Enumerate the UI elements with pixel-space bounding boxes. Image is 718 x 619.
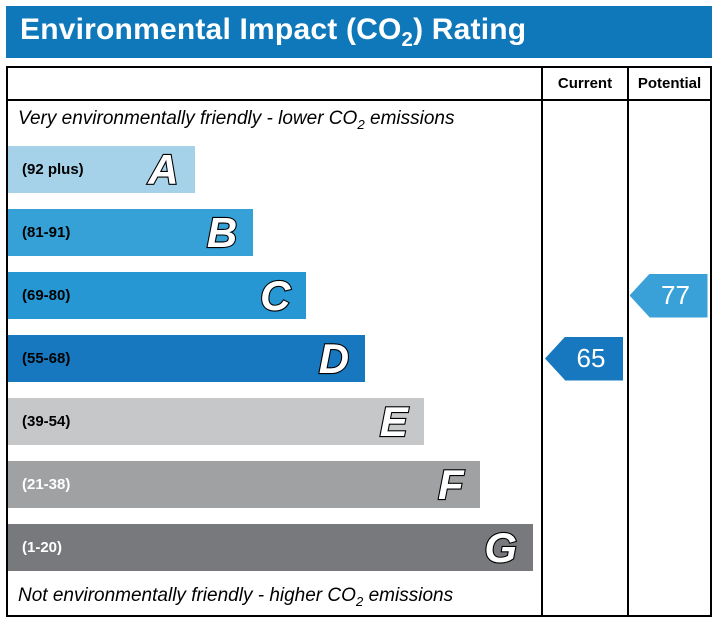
potential-label: Potential [637, 75, 702, 92]
current-column [541, 101, 627, 615]
band-range: (55-68) [22, 350, 71, 367]
co2-rating-chart: Current Potential Very environmentally f… [6, 66, 712, 617]
band-range: (21-38) [22, 476, 71, 493]
band-letter: E [379, 397, 409, 445]
caption-bottom-suffix: emissions [363, 585, 454, 607]
caption-bottom-subscript: 2 [355, 593, 364, 609]
band-row-a: (92 plus) A [8, 138, 541, 201]
page-title-suffix: ) Rating [413, 12, 527, 46]
band-bar: (92 plus) A [8, 146, 195, 193]
band-bar: (81-91) B [8, 208, 254, 256]
band-letter: B [206, 208, 239, 256]
band-letter: F [437, 460, 465, 508]
current-arrow-cell: 65 [541, 327, 627, 390]
current-rating-pointer: 65 [545, 336, 623, 381]
caption-top: Very environmentally friendly - lower CO… [8, 101, 541, 138]
caption-bottom: Not environmentally friendly - higher CO… [8, 579, 541, 615]
band-letter: D [318, 334, 351, 382]
column-header-current: Current [541, 68, 627, 101]
potential-rating-value: 77 [661, 280, 690, 310]
band-range: (39-54) [22, 413, 71, 430]
band-letter: C [259, 271, 292, 319]
band-bar: (55-68) D [8, 334, 366, 382]
band-bar: (21-38) F [8, 461, 480, 508]
band-row-c: (69-80) C [8, 264, 541, 327]
band-bar: (1-20) G [8, 524, 533, 571]
band-bar: (39-54) E [8, 398, 424, 445]
band-row-f: (21-38) F [8, 453, 541, 516]
page-title-text: Environmental Impact (CO [20, 12, 402, 46]
column-header-potential: Potential [627, 68, 710, 101]
band-letter: G [483, 523, 518, 571]
band-range: (81-91) [22, 224, 71, 241]
current-label: Current [557, 75, 613, 92]
band-row-e: (39-54) E [8, 390, 541, 453]
band-range: (69-80) [22, 287, 71, 304]
potential-column [627, 101, 710, 615]
title-bar: Environmental Impact (CO2) Rating [6, 6, 712, 58]
header-spacer [8, 68, 541, 101]
band-letter: A [147, 145, 180, 193]
band-row-g: (1-20) G [8, 516, 541, 579]
potential-arrow-cell: 77 [627, 264, 710, 327]
potential-rating-pointer: 77 [629, 273, 708, 318]
caption-top-suffix: emissions [364, 107, 455, 129]
page-title-subscript: 2 [401, 28, 414, 51]
band-bar: (69-80) C [8, 271, 307, 319]
page-title: Environmental Impact (CO2) Rating [20, 13, 526, 52]
band-row-b: (81-91) B [8, 201, 541, 264]
caption-top-text: Very environmentally friendly - lower CO… [18, 108, 454, 132]
caption-bottom-text: Not environmentally friendly - higher CO… [18, 585, 453, 609]
caption-top-subscript: 2 [357, 116, 365, 132]
band-row-d: (55-68) D [8, 327, 541, 390]
caption-top-prefix: Very environmentally friendly - lower CO [18, 107, 358, 129]
band-range: (92 plus) [22, 161, 84, 178]
caption-bottom-prefix: Not environmentally friendly - higher CO [18, 585, 356, 607]
current-rating-value: 65 [576, 343, 606, 373]
band-range: (1-20) [22, 539, 63, 556]
